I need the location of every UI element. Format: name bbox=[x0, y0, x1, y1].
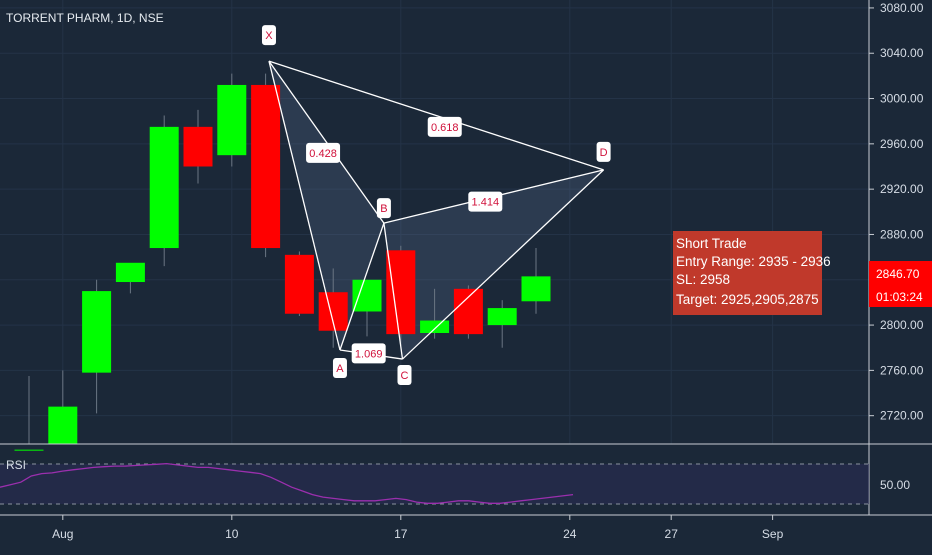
ratio-label: 1.069 bbox=[355, 348, 383, 360]
rsi-label: RSI bbox=[6, 458, 26, 472]
chart-title: TORRENT PHARM, 1D, NSE bbox=[6, 11, 164, 25]
pattern-line-xd bbox=[268, 60, 604, 171]
pattern-point-label: D bbox=[600, 147, 608, 159]
trade-info-line: Entry Range: 2935 - 2936 bbox=[676, 254, 831, 269]
candle-layer bbox=[14, 73, 551, 451]
candle-bull bbox=[48, 406, 78, 444]
last-price-timer: 01:03:24 bbox=[876, 290, 923, 304]
pattern-line-xa bbox=[268, 61, 341, 351]
ratio-label: 0.428 bbox=[309, 148, 337, 160]
time-tick-label: 10 bbox=[225, 527, 239, 541]
candle-bull bbox=[217, 84, 247, 156]
candle-bull bbox=[14, 449, 44, 451]
pattern-line-cd bbox=[402, 169, 605, 360]
ratio-badge bbox=[468, 191, 503, 212]
rsi-tick-label: 50.00 bbox=[880, 478, 910, 492]
pattern-point-badge bbox=[397, 365, 412, 386]
ratio-label: 1.414 bbox=[472, 197, 500, 209]
time-axis[interactable]: Aug 10 17 24 27 Sep bbox=[52, 515, 784, 541]
pattern-point-label: X bbox=[265, 30, 273, 42]
last-price-tag: 2846.70 01:03:24 bbox=[869, 261, 932, 307]
candle-bull bbox=[521, 276, 551, 302]
trade-info-background bbox=[673, 231, 822, 315]
pattern-point-badge bbox=[376, 198, 391, 219]
price-tick-label: 3080.00 bbox=[880, 1, 924, 15]
pattern-line-layer bbox=[268, 60, 605, 360]
pattern-line-ab bbox=[339, 222, 385, 351]
pattern-point-badge bbox=[332, 357, 347, 378]
label-layer: X A B C D 0.618 0.428 1.414 1.069 bbox=[261, 25, 611, 386]
time-tick-label: 24 bbox=[563, 527, 577, 541]
ratio-label: 0.618 bbox=[431, 122, 459, 134]
time-tick-label: Sep bbox=[762, 527, 784, 541]
price-tick-label: 3000.00 bbox=[880, 92, 924, 106]
candle-bull bbox=[487, 308, 517, 326]
ratio-badge bbox=[427, 116, 462, 137]
pattern-fill-layer bbox=[268, 61, 604, 360]
rsi-band bbox=[0, 464, 869, 504]
time-tick-label: Aug bbox=[52, 527, 73, 541]
price-tick-label: 2960.00 bbox=[880, 137, 924, 151]
rsi-line bbox=[0, 462, 574, 504]
candle-bear bbox=[453, 288, 483, 335]
trade-info-line: Target: 2925,2905,2875 bbox=[676, 292, 819, 307]
pattern-xab-fill bbox=[268, 61, 384, 350]
candle-bull bbox=[115, 262, 145, 283]
last-price-tag-background bbox=[869, 261, 932, 307]
last-price-value: 2846.70 bbox=[876, 267, 920, 281]
candle-bull bbox=[420, 320, 450, 333]
pattern-line-bc bbox=[383, 223, 404, 360]
pattern-bcd-fill bbox=[383, 169, 604, 360]
price-tick-label: 2920.00 bbox=[880, 182, 924, 196]
pattern-point-label: A bbox=[336, 363, 344, 375]
trade-info-line: Short Trade bbox=[676, 236, 747, 251]
candle-bear bbox=[251, 84, 281, 249]
price-tick-label: 2760.00 bbox=[880, 363, 924, 377]
pattern-point-badge bbox=[261, 25, 276, 46]
candle-bear bbox=[183, 126, 213, 167]
ratio-badge bbox=[351, 343, 386, 364]
pattern-point-label: B bbox=[380, 203, 387, 215]
ratio-badge bbox=[306, 142, 341, 163]
candle-bull bbox=[352, 279, 382, 312]
trade-info-box[interactable]: Short Trade Entry Range: 2935 - 2936 SL:… bbox=[673, 231, 831, 315]
price-tick-label: 2720.00 bbox=[880, 409, 924, 423]
trade-info-line: SL: 2958 bbox=[676, 272, 730, 287]
pattern-point-label: C bbox=[401, 370, 409, 382]
time-tick-label: 27 bbox=[665, 527, 679, 541]
pattern-point-badge bbox=[596, 141, 611, 162]
price-tick-label: 2800.00 bbox=[880, 318, 924, 332]
price-tick-label: 3040.00 bbox=[880, 46, 924, 60]
candle-bear bbox=[284, 254, 314, 314]
candle-bull bbox=[149, 126, 179, 249]
price-tick-label: 2880.00 bbox=[880, 227, 924, 241]
candle-bear bbox=[386, 250, 416, 335]
candle-bull bbox=[82, 291, 112, 373]
rsi-pane[interactable]: RSI 50.00 bbox=[0, 443, 932, 516]
time-tick-label: 17 bbox=[394, 527, 408, 541]
pattern-line-xb bbox=[268, 60, 385, 224]
